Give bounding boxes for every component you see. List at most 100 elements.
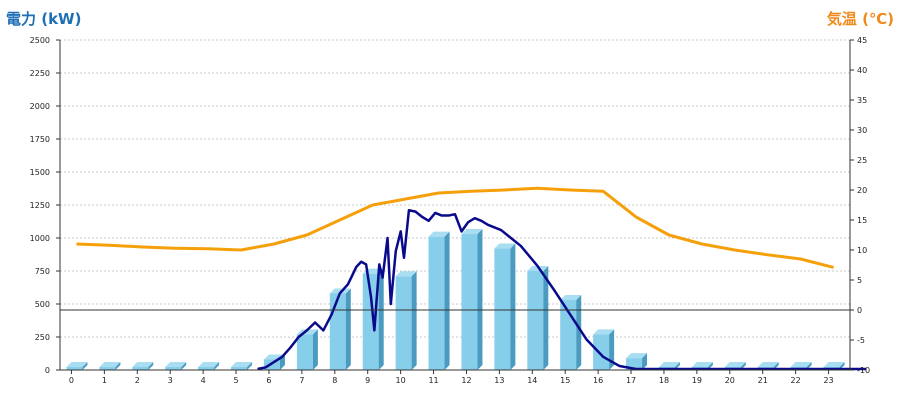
left-tick-label: 1250 xyxy=(30,201,50,210)
x-tick-label: 10 xyxy=(396,376,406,385)
left-axis-title: 電力 (kW) xyxy=(6,10,81,28)
power-line xyxy=(257,209,867,371)
x-tick-label: 21 xyxy=(758,376,768,385)
bar-top-20 xyxy=(724,362,746,367)
bar-top-15 xyxy=(560,295,582,301)
right-tick-label: 10 xyxy=(857,246,867,255)
right-tick-label: -5 xyxy=(857,336,865,345)
bar-top-17 xyxy=(626,353,648,359)
bar-side-10 xyxy=(411,271,417,370)
bar-side-0 xyxy=(82,362,88,370)
right-tick-label: 25 xyxy=(857,156,867,165)
x-tick-label: 16 xyxy=(593,376,603,385)
bar-top-1 xyxy=(99,362,121,367)
right-tick-label: 40 xyxy=(857,66,867,75)
right-tick-label: 5 xyxy=(857,276,862,285)
bar-side-9 xyxy=(378,268,384,370)
bar-side-3 xyxy=(181,362,187,370)
bar-3 xyxy=(165,367,182,370)
bar-side-7 xyxy=(312,329,318,370)
bar-top-10 xyxy=(395,271,417,277)
x-tick-label: 19 xyxy=(692,376,702,385)
left-tick-label: 0 xyxy=(45,366,50,375)
x-tick-label: 11 xyxy=(428,376,438,385)
right-tick-label: 30 xyxy=(857,126,867,135)
left-tick-label: 250 xyxy=(35,333,50,342)
x-tick-label: 15 xyxy=(560,376,570,385)
bar-12 xyxy=(461,234,478,370)
right-axis-title: 気温 (℃) xyxy=(827,10,894,28)
bar-4 xyxy=(198,367,215,370)
bar-14 xyxy=(527,271,544,370)
bar-side-12 xyxy=(477,229,483,370)
bar-side-11 xyxy=(444,231,450,370)
temperature-line xyxy=(76,186,834,269)
x-tick-label: 12 xyxy=(461,376,471,385)
right-tick-label: 35 xyxy=(857,96,867,105)
bar-1 xyxy=(99,367,116,370)
x-tick-label: 1 xyxy=(102,376,107,385)
right-tick-label: 45 xyxy=(857,36,867,45)
x-tick-label: 7 xyxy=(299,376,304,385)
x-tick-label: 22 xyxy=(791,376,801,385)
bar-side-2 xyxy=(148,362,154,370)
left-tick-label: 2500 xyxy=(30,36,50,45)
bar-10 xyxy=(395,276,412,370)
bar-2 xyxy=(132,367,149,370)
x-tick-label: 0 xyxy=(69,376,74,385)
left-tick-label: 750 xyxy=(35,267,50,276)
x-tick-label: 4 xyxy=(201,376,206,385)
bar-top-5 xyxy=(231,362,253,367)
left-tick-label: 500 xyxy=(35,300,50,309)
left-tick-label: 1500 xyxy=(30,168,50,177)
x-tick-label: 17 xyxy=(626,376,636,385)
bar-top-13 xyxy=(494,243,516,249)
bar-5 xyxy=(231,367,248,370)
bar-8 xyxy=(329,293,346,370)
bar-side-15 xyxy=(576,295,582,370)
bar-top-0 xyxy=(66,362,88,367)
x-tick-label: 14 xyxy=(527,376,537,385)
x-tick-label: 23 xyxy=(823,376,833,385)
chart-lines xyxy=(60,186,867,371)
x-tick-label: 3 xyxy=(168,376,173,385)
left-tick-label: 1000 xyxy=(30,234,50,243)
bar-side-8 xyxy=(345,288,351,370)
bar-top-8 xyxy=(329,288,351,294)
x-tick-label: 18 xyxy=(659,376,669,385)
grid-lines xyxy=(60,39,850,338)
x-tick-label: 5 xyxy=(233,376,238,385)
bar-7 xyxy=(296,334,313,370)
x-tick-label: 20 xyxy=(725,376,735,385)
left-tick-label: 2000 xyxy=(30,102,50,111)
x-tick-label: 13 xyxy=(494,376,504,385)
bar-top-23 xyxy=(823,362,845,367)
bar-top-12 xyxy=(461,229,483,235)
bar-top-18 xyxy=(658,362,680,367)
tick-labels: 02505007501000125015001750200022502500-1… xyxy=(30,36,870,385)
right-tick-label: -10 xyxy=(857,366,870,375)
bar-11 xyxy=(428,236,445,370)
bar-16 xyxy=(593,334,610,370)
right-tick-label: 15 xyxy=(857,216,867,225)
x-tick-label: 2 xyxy=(135,376,140,385)
right-tick-label: 0 xyxy=(857,306,862,315)
bar-top-4 xyxy=(198,362,220,367)
bar-top-16 xyxy=(593,329,615,335)
x-tick-label: 9 xyxy=(365,376,370,385)
axes xyxy=(56,39,854,374)
bar-13 xyxy=(494,248,511,370)
bar-top-2 xyxy=(132,362,154,367)
x-tick-label: 6 xyxy=(266,376,271,385)
bar-side-13 xyxy=(510,243,516,370)
bar-side-5 xyxy=(247,362,253,370)
left-tick-label: 2250 xyxy=(30,69,50,78)
bar-9 xyxy=(362,273,379,370)
x-tick-label: 8 xyxy=(332,376,337,385)
bar-side-17 xyxy=(642,353,648,370)
power-bars xyxy=(66,229,845,370)
bar-top-22 xyxy=(790,362,812,367)
bar-top-21 xyxy=(757,362,779,367)
bar-top-11 xyxy=(428,231,450,237)
